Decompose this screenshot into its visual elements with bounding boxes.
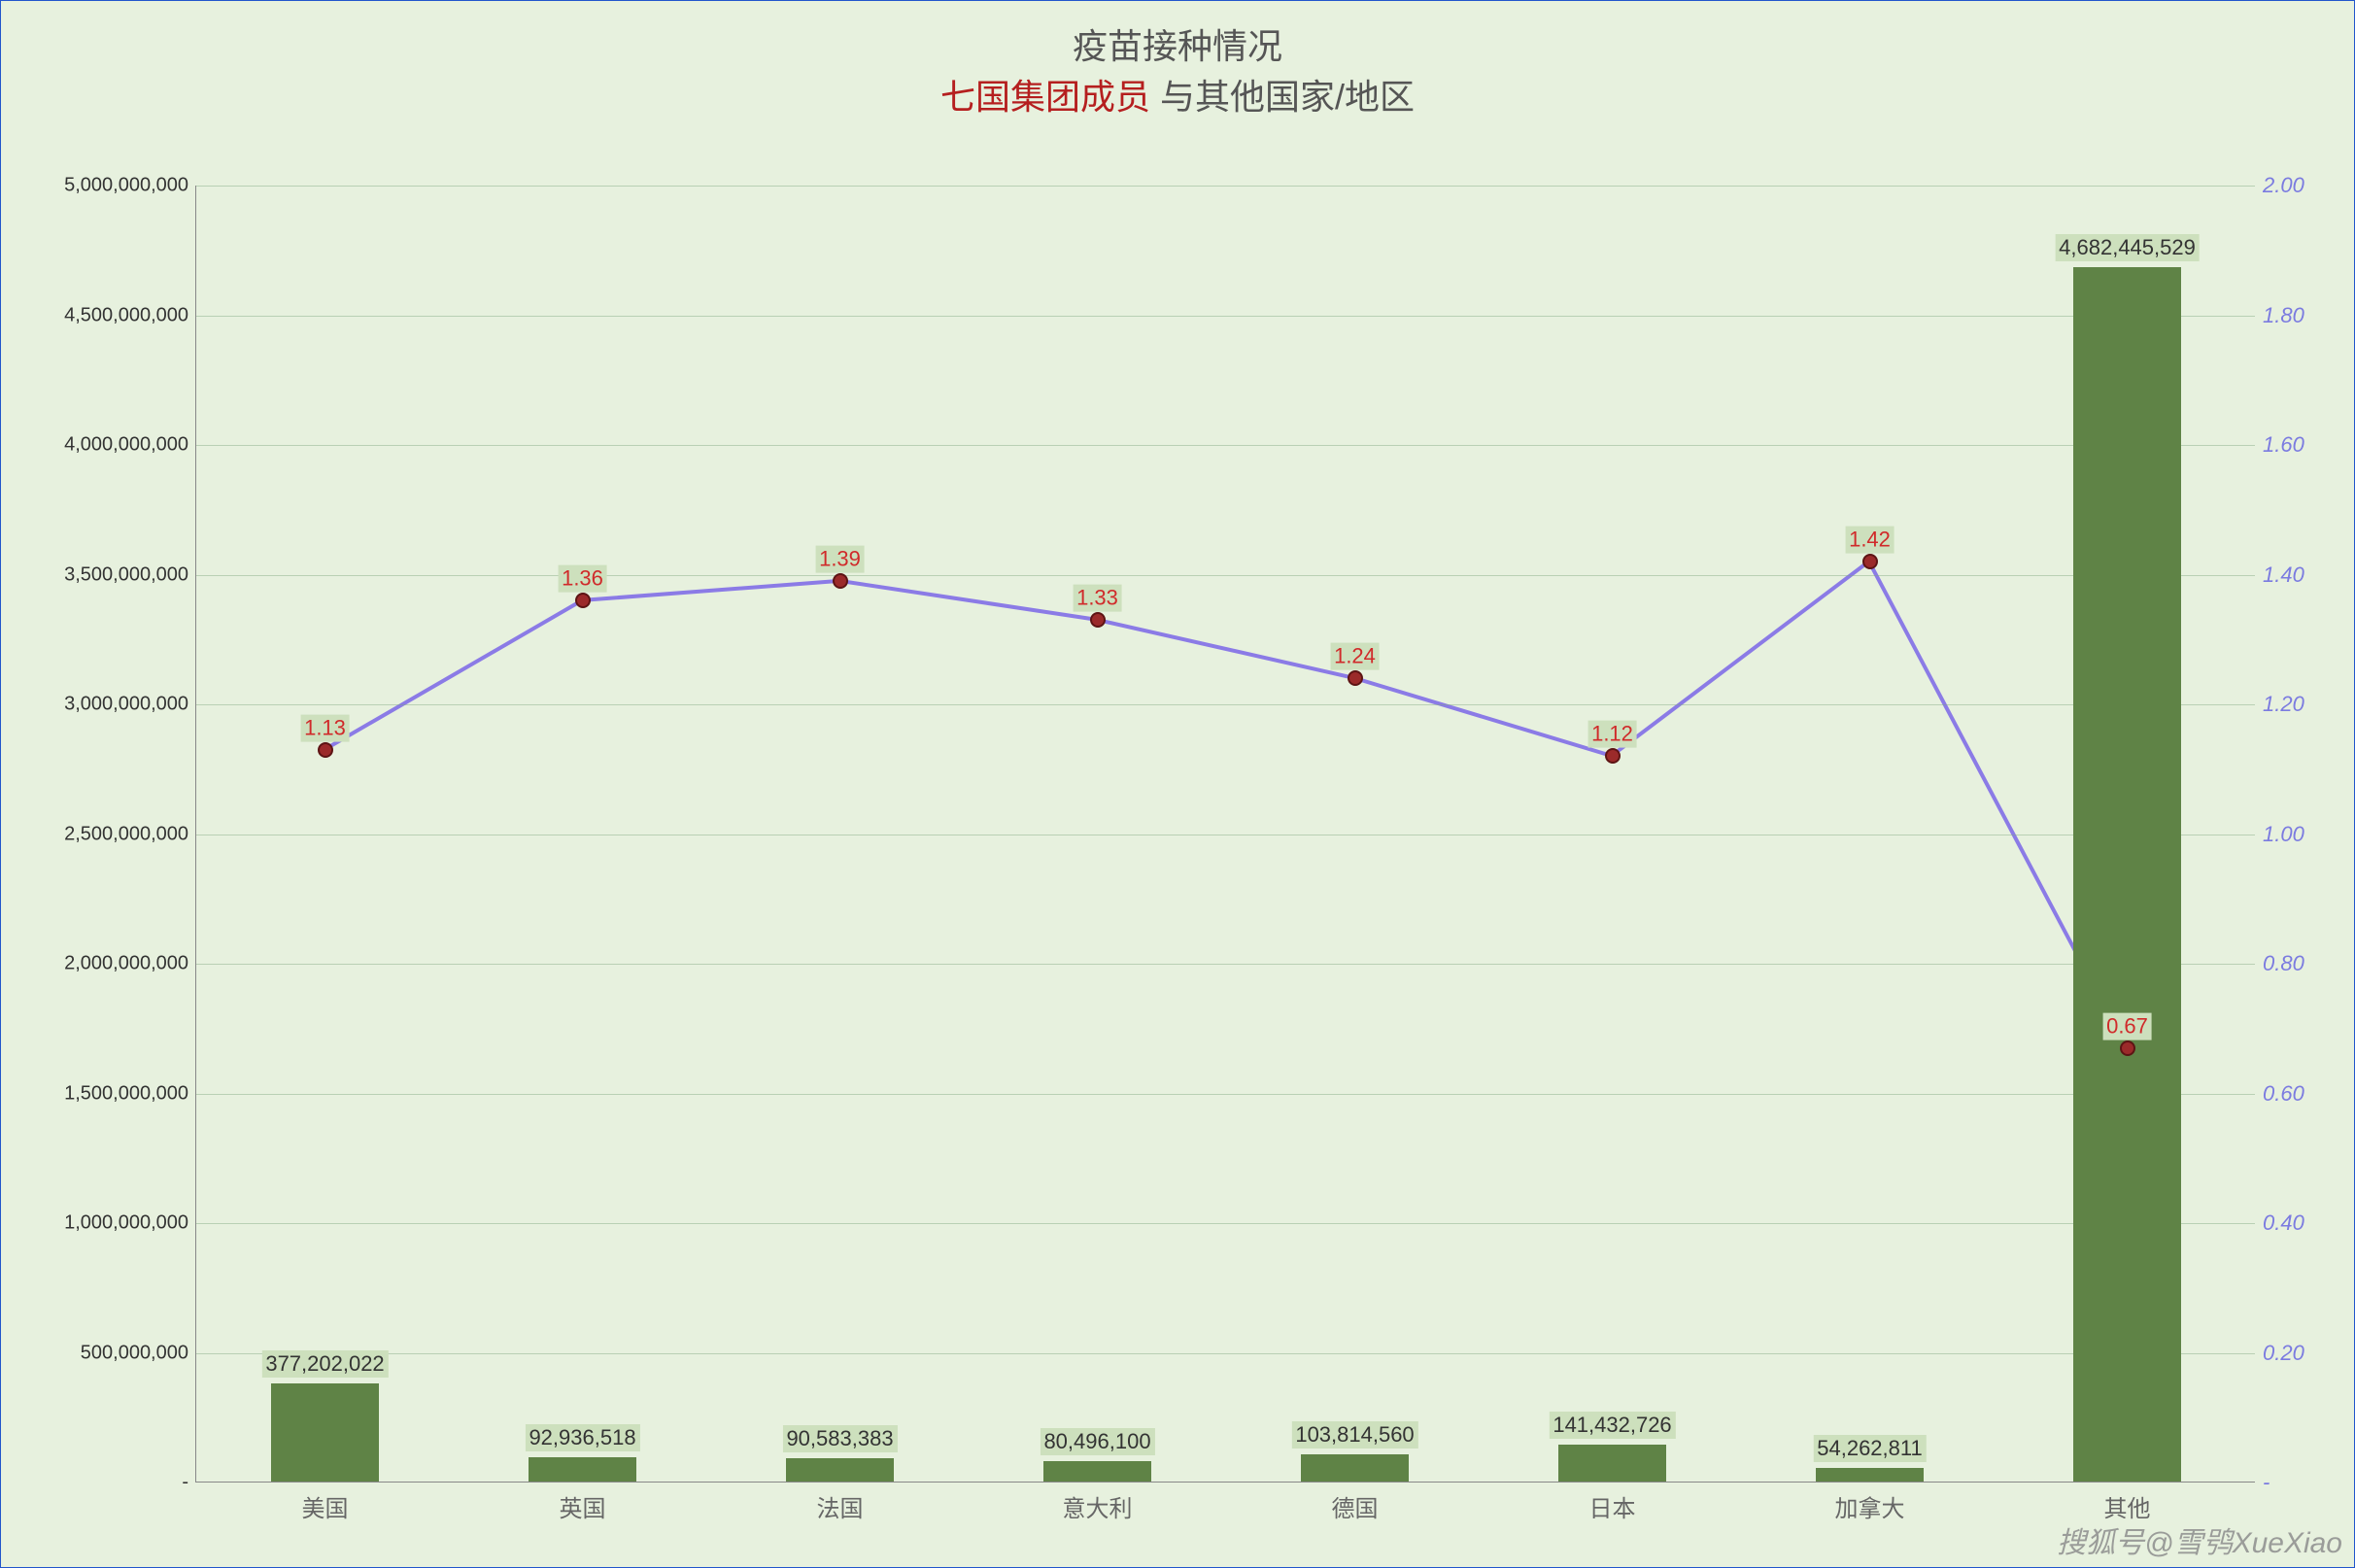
line-value-label: 1.42: [1845, 527, 1894, 554]
line-marker: [318, 742, 333, 758]
bar-value-label: 92,936,518: [525, 1424, 639, 1451]
y-right-tick: 0.40: [2255, 1210, 2304, 1236]
y-left-tick: -: [182, 1472, 196, 1494]
title-line-2: 七国集团成员 与其他国家/地区: [940, 69, 1415, 119]
gridline: [196, 575, 2255, 576]
x-axis-label: 德国: [1332, 1482, 1379, 1523]
line-value-label: 1.36: [558, 565, 607, 593]
title-others: 与其他国家/地区: [1150, 77, 1415, 117]
chart-title: 疫苗接种情况 七国集团成员 与其他国家/地区: [1, 18, 2354, 119]
bar: [786, 1458, 894, 1482]
gridline: [196, 1223, 2255, 1224]
plot-area: --500,000,0000.201,000,000,0000.401,500,…: [195, 186, 2255, 1483]
gridline: [196, 316, 2255, 317]
y-right-tick: 0.20: [2255, 1341, 2304, 1366]
line-marker: [575, 593, 591, 608]
x-axis-label: 其他: [2104, 1482, 2151, 1523]
line-value-label: 1.12: [1587, 721, 1637, 748]
y-left-tick: 5,000,000,000: [64, 175, 196, 197]
line-marker: [2120, 1040, 2135, 1056]
bar: [1043, 1461, 1151, 1482]
y-right-tick: 1.80: [2255, 303, 2304, 328]
title-g7: 七国集团成员: [940, 77, 1150, 117]
bar-value-label: 4,682,445,529: [2055, 234, 2200, 261]
x-axis-label: 日本: [1589, 1482, 1636, 1523]
bar-value-label: 54,262,811: [1813, 1435, 1926, 1462]
line-marker: [1090, 612, 1106, 628]
gridline: [196, 445, 2255, 446]
y-left-tick: 500,000,000: [81, 1342, 196, 1364]
bar-value-label: 80,496,100: [1040, 1428, 1154, 1455]
gridline: [196, 704, 2255, 705]
line-marker: [1862, 554, 1878, 569]
watermark: 搜狐号@雪鸮XueXiao: [2057, 1518, 2342, 1561]
y-left-tick: 4,500,000,000: [64, 304, 196, 326]
y-right-tick: 1.20: [2255, 692, 2304, 717]
gridline: [196, 1094, 2255, 1095]
bar-value-label: 90,583,383: [782, 1425, 897, 1452]
y-right-tick: 1.40: [2255, 562, 2304, 588]
y-right-tick: 1.60: [2255, 432, 2304, 458]
bar: [1558, 1445, 1666, 1482]
gridline: [196, 1353, 2255, 1354]
x-axis-label: 美国: [302, 1482, 349, 1523]
x-axis-label: 意大利: [1063, 1482, 1133, 1523]
gridline: [196, 964, 2255, 965]
bar: [271, 1383, 379, 1482]
line-value-label: 1.24: [1330, 643, 1380, 670]
x-axis-label: 加拿大: [1835, 1482, 1905, 1523]
title-line-1: 疫苗接种情况: [1, 18, 2354, 69]
bar-value-label: 103,814,560: [1291, 1421, 1417, 1449]
line-value-label: 1.33: [1073, 585, 1122, 612]
y-right-tick: 2.00: [2255, 173, 2304, 198]
line-marker: [1348, 670, 1363, 686]
bar-value-label: 377,202,022: [261, 1350, 388, 1378]
y-right-tick: 0.80: [2255, 951, 2304, 976]
y-left-tick: 1,500,000,000: [64, 1082, 196, 1105]
line-marker: [1605, 748, 1621, 764]
y-left-tick: 2,000,000,000: [64, 953, 196, 975]
line-value-label: 1.13: [300, 714, 350, 741]
x-axis-label: 法国: [817, 1482, 864, 1523]
y-left-tick: 4,000,000,000: [64, 434, 196, 457]
y-left-tick: 3,000,000,000: [64, 694, 196, 716]
y-left-tick: 2,500,000,000: [64, 823, 196, 845]
bar: [529, 1457, 636, 1482]
y-right-tick: -: [2255, 1470, 2270, 1495]
bar: [1816, 1468, 1924, 1482]
bar: [1301, 1454, 1409, 1482]
y-right-tick: 0.60: [2255, 1081, 2304, 1107]
bar-value-label: 141,432,726: [1549, 1412, 1675, 1439]
y-right-tick: 1.00: [2255, 822, 2304, 847]
line-path: [324, 562, 2126, 1047]
gridline: [196, 186, 2255, 187]
y-left-tick: 3,500,000,000: [64, 563, 196, 586]
y-left-tick: 1,000,000,000: [64, 1212, 196, 1235]
line-value-label: 1.39: [815, 546, 865, 573]
x-axis-label: 英国: [560, 1482, 606, 1523]
bar: [2073, 267, 2181, 1482]
line-marker: [833, 573, 848, 589]
chart-container: 疫苗接种情况 七国集团成员 与其他国家/地区 --500,000,0000.20…: [0, 0, 2355, 1568]
line-value-label: 0.67: [2102, 1012, 2152, 1040]
